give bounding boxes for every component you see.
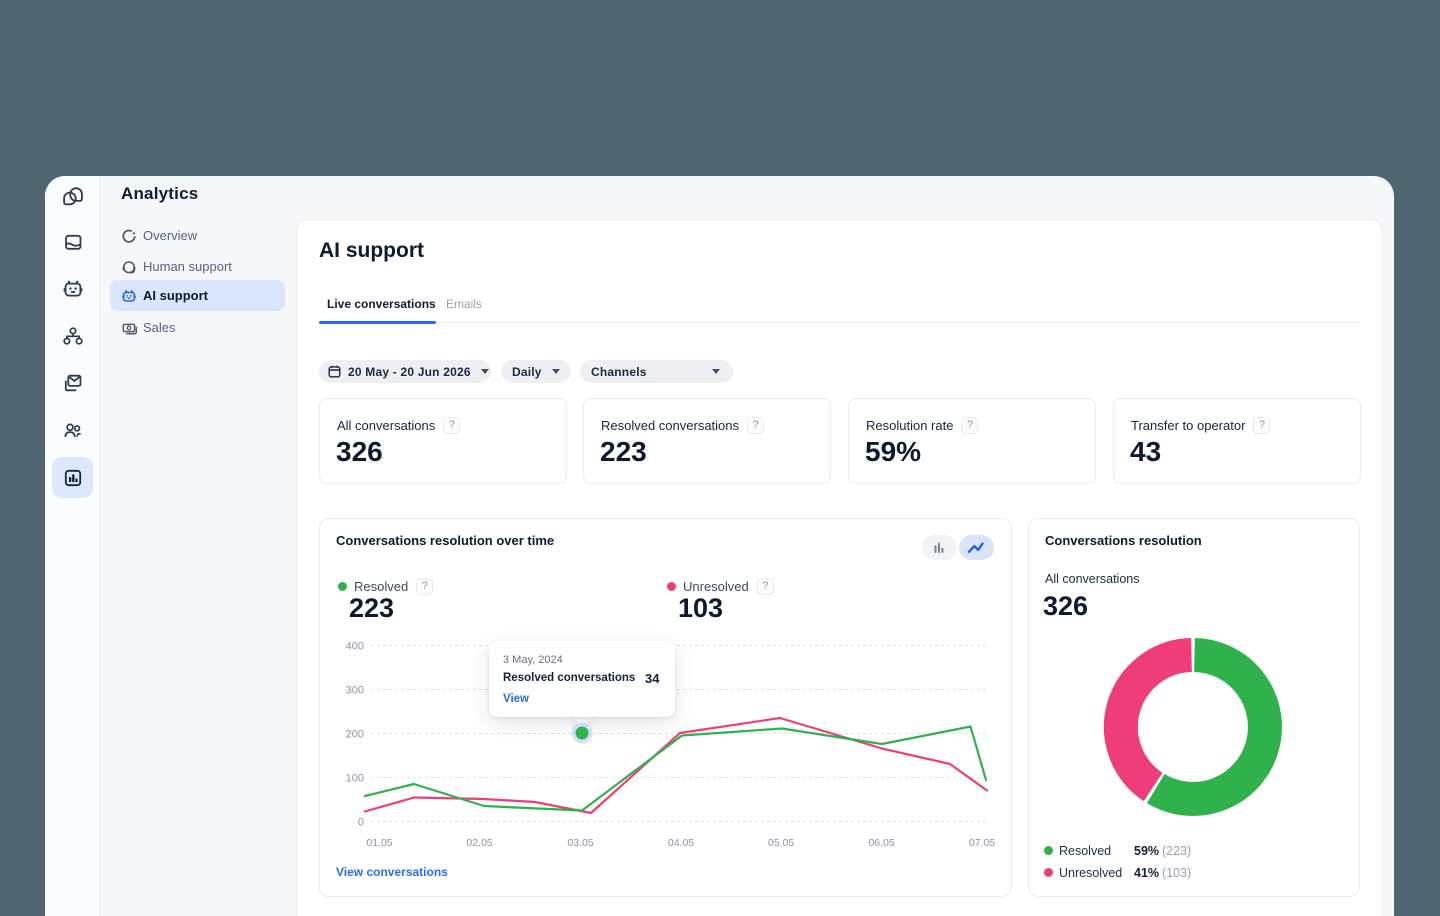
svg-text:04.05: 04.05 [668, 837, 694, 849]
svg-text:200: 200 [346, 729, 364, 741]
svg-text:400: 400 [346, 641, 364, 653]
svg-text:01.05: 01.05 [366, 837, 392, 849]
svg-text:02.05: 02.05 [466, 837, 492, 849]
svg-text:07.05: 07.05 [969, 837, 995, 849]
svg-text:100: 100 [346, 773, 364, 785]
svg-text:300: 300 [346, 685, 364, 697]
svg-text:03.05: 03.05 [567, 837, 593, 849]
svg-text:0: 0 [358, 817, 364, 829]
svg-text:06.05: 06.05 [868, 837, 894, 849]
svg-text:05.05: 05.05 [768, 837, 794, 849]
